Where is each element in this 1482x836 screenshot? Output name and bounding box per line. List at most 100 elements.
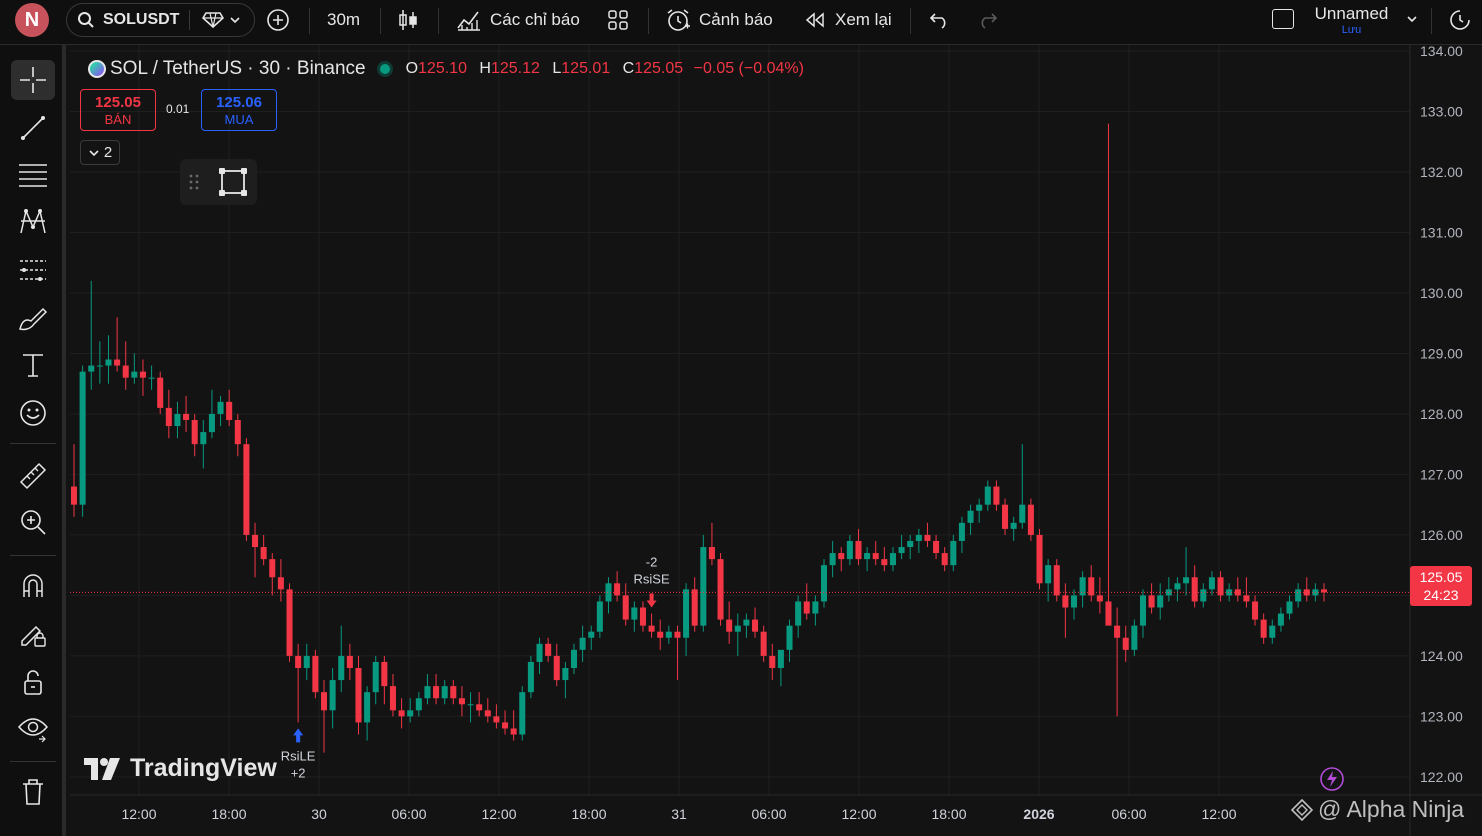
chevron-down-icon[interactable] (229, 13, 241, 31)
magnet-tool[interactable] (11, 566, 55, 606)
user-avatar[interactable]: N (15, 3, 49, 37)
candle-body (502, 722, 509, 729)
legend-title[interactable]: SOL / TetherUS · 30 · Binance (110, 58, 366, 79)
top-toolbar: N SOLUSDT 30m Các chỉ báo Cảnh báo Xem l… (0, 0, 1482, 45)
candle-body (579, 637, 586, 650)
replay-button[interactable]: Xem lại (804, 0, 892, 40)
layout-name-button[interactable]: Unnamed Lưu (1304, 4, 1399, 38)
pattern-tool[interactable] (11, 202, 55, 242)
unlock-tool[interactable] (11, 662, 55, 702)
price-chart[interactable]: 134.00 133.00 132.00 131.00 130.00 129.00 128.… (70, 45, 1482, 836)
candle-body (622, 595, 629, 620)
save-label: Lưu (1341, 24, 1362, 36)
buy-button[interactable]: 125.06 MUA (201, 89, 277, 131)
diamond-icon[interactable] (201, 11, 225, 34)
separator (10, 761, 56, 762)
sell-button[interactable]: 125.05 BÁN (80, 89, 156, 131)
quick-search-icon[interactable] (1448, 8, 1474, 37)
forecast-tool[interactable] (11, 250, 55, 290)
x-tick-label: 30 (311, 806, 327, 822)
smiley-icon (20, 400, 46, 426)
candle-body (958, 522, 965, 541)
rectangle-icon[interactable] (218, 167, 248, 202)
candle-body (467, 704, 474, 706)
candle-body (674, 631, 681, 638)
candle-body (1131, 625, 1138, 650)
candle-body (838, 553, 845, 560)
candle-body (1277, 613, 1284, 626)
candle-body (760, 631, 767, 656)
undo-button[interactable] (929, 0, 951, 40)
last-price: 125.05 (1419, 569, 1463, 585)
open-value: 125.10 (418, 60, 467, 77)
rewind-icon (805, 12, 824, 28)
candle-body (1191, 577, 1198, 602)
candle-body (769, 655, 776, 668)
candle-body (648, 625, 655, 632)
tradingview-logo[interactable]: TradingView (84, 754, 277, 783)
text-tool[interactable] (11, 345, 55, 385)
flash-icon[interactable] (1319, 766, 1345, 797)
candle-body (803, 601, 810, 614)
hide-tool[interactable] (11, 708, 55, 748)
candle-body (1269, 625, 1276, 638)
indicator-count: 2 (103, 144, 113, 161)
candle-body (872, 553, 879, 560)
market-status-icon (379, 64, 390, 74)
lock-drawings-tool[interactable] (11, 614, 55, 654)
candle-body (967, 510, 974, 523)
zoom-tool[interactable] (11, 502, 55, 542)
emoji-tool[interactable] (11, 393, 55, 433)
collapse-indicators-button[interactable]: 2 (80, 140, 120, 165)
candle-body (243, 444, 250, 535)
chart-type-button[interactable] (397, 0, 419, 40)
drag-handle-icon[interactable] (189, 173, 199, 196)
ninja-logo-icon (1290, 798, 1314, 821)
candle-body (183, 413, 190, 420)
candle-body (70, 486, 78, 505)
candle-body (174, 413, 181, 427)
undo-icon (929, 13, 946, 29)
candle-body (286, 589, 293, 656)
candle-body (277, 577, 284, 590)
candle-body (458, 698, 465, 705)
fib-tool[interactable] (11, 155, 55, 195)
candle-body (131, 371, 138, 378)
chevron-down-icon[interactable] (1406, 12, 1418, 30)
candle-body (993, 486, 1000, 505)
plus-circle-icon (267, 9, 289, 31)
trend-line-tool[interactable] (11, 108, 55, 148)
redo-button[interactable] (976, 0, 998, 40)
candle-body (329, 680, 336, 711)
indicators-button[interactable]: Các chỉ báo (456, 0, 580, 40)
candle-body (1217, 577, 1224, 596)
candle-body (1062, 595, 1069, 608)
x-tick-label: 06:00 (1111, 806, 1146, 822)
candle-body (407, 710, 414, 717)
candle-body (941, 553, 948, 566)
candle-body (639, 607, 646, 626)
brush-tool[interactable] (11, 298, 55, 338)
alerts-button[interactable]: Cảnh báo (665, 0, 773, 40)
bar-countdown: 24:23 (1423, 587, 1459, 603)
measure-tool[interactable] (11, 456, 55, 496)
interval-button[interactable]: 30m (327, 10, 361, 29)
alerts-label: Cảnh báo (699, 10, 773, 29)
candle-body (1148, 595, 1155, 608)
candle-body (717, 559, 724, 620)
symbol-search[interactable]: SOLUSDT (66, 3, 255, 37)
candle-body (752, 619, 759, 632)
templates-button[interactable] (607, 0, 629, 40)
crosshair-tool[interactable] (11, 60, 55, 100)
candle-body (303, 655, 310, 668)
compare-button[interactable] (266, 0, 290, 40)
separator (648, 8, 649, 34)
tradingview-logo-icon (84, 757, 120, 780)
text-icon (23, 354, 43, 377)
layout-checkbox-icon[interactable] (1272, 9, 1294, 29)
eye-icon (18, 718, 48, 743)
delete-tool[interactable] (11, 772, 55, 812)
separator (309, 8, 310, 34)
candle-body (260, 547, 267, 560)
candle-body (157, 377, 164, 408)
